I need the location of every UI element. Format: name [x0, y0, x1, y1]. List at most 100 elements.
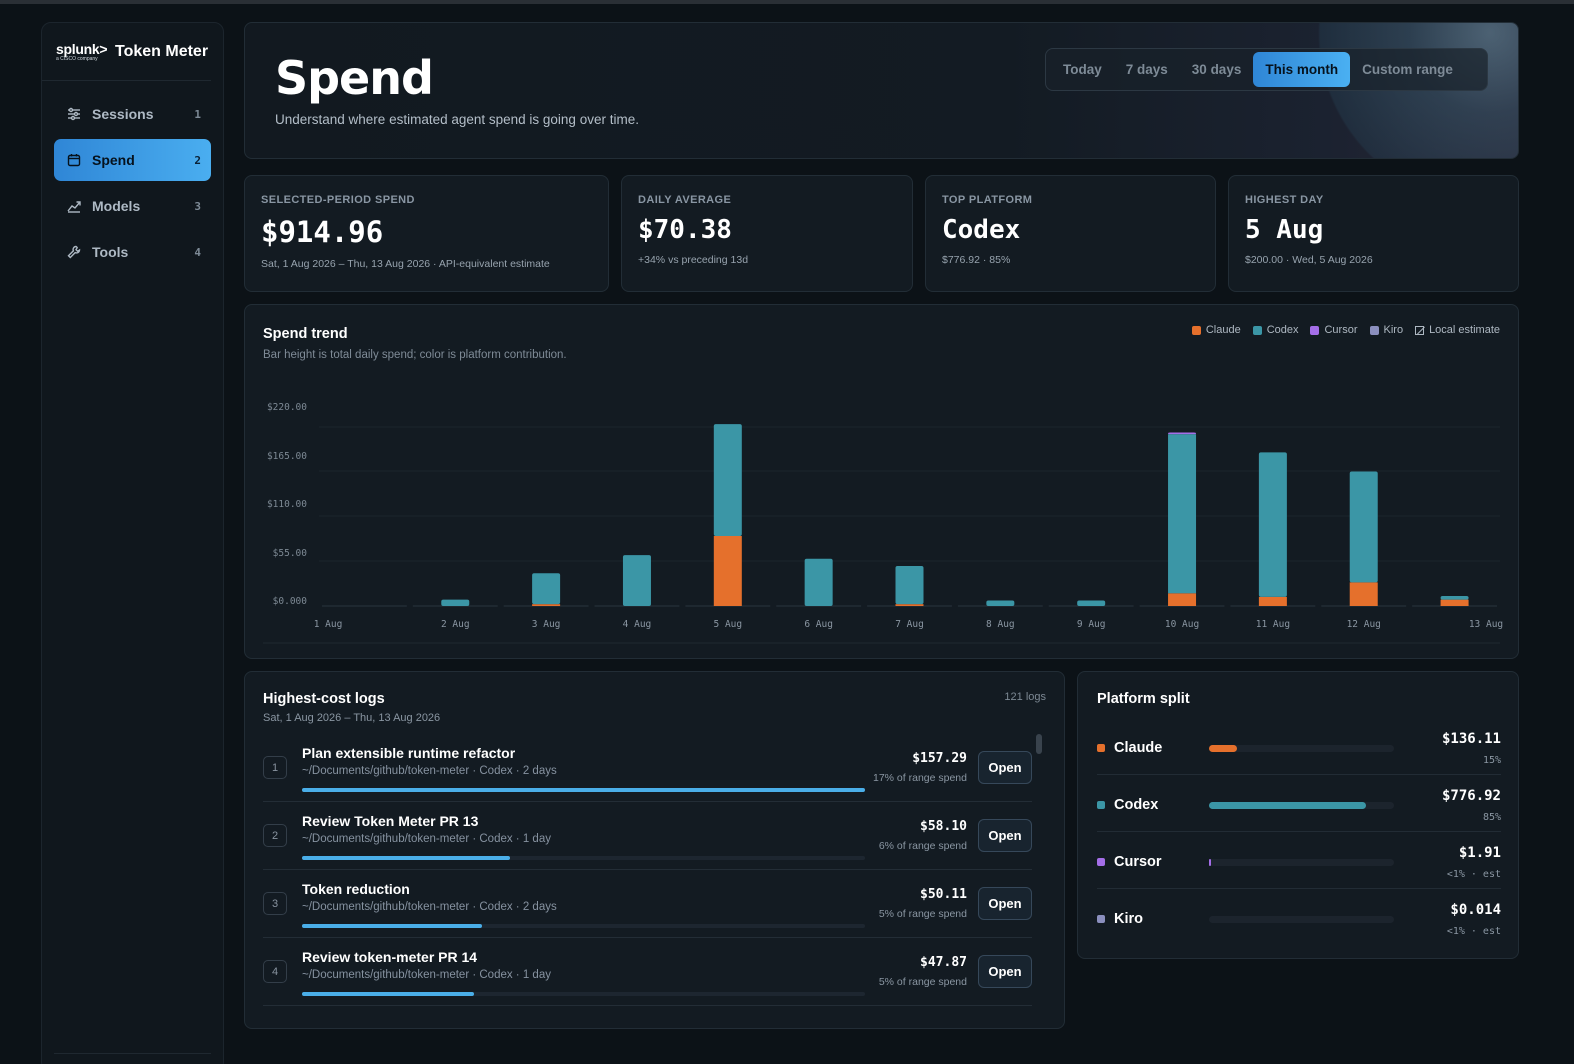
bar-segment-codex	[986, 600, 1015, 606]
bar-segment-claude	[895, 604, 924, 606]
bar-segment-claude	[532, 604, 561, 606]
open-log-button[interactable]: Open	[978, 955, 1032, 988]
x-tick-label: 10 Aug	[1165, 619, 1199, 630]
x-tick-label: 1 Aug	[314, 619, 343, 630]
log-share-bar	[302, 856, 865, 860]
platform-name: Claude	[1114, 740, 1163, 756]
scrollbar-thumb[interactable]	[1036, 734, 1042, 754]
sidebar-item-label: Sessions	[92, 106, 154, 122]
log-share-fill	[302, 856, 511, 860]
platform-share-text: <1% · est	[1446, 926, 1501, 937]
range-this-month-button[interactable]: This month	[1253, 52, 1351, 87]
open-log-button[interactable]: Open	[978, 887, 1032, 920]
open-log-button[interactable]: Open	[978, 751, 1032, 784]
sidebar-item-sessions[interactable]: Sessions 1	[54, 93, 211, 135]
platform-share-bar	[1209, 745, 1394, 752]
log-rank: 1	[263, 756, 287, 779]
sidebar-nav: Sessions 1 Spend 2 Models 3 Tools 4	[42, 81, 223, 289]
range-custom-button[interactable]: Custom range	[1362, 62, 1453, 77]
log-meta: ~/Documents/github/token-meter · Codex ·…	[302, 765, 557, 777]
sidebar-item-spend[interactable]: Spend 2	[54, 139, 211, 181]
range-today-button[interactable]: Today	[1063, 62, 1102, 77]
platform-split-card: Platform split Claude $136.11 15% Codex …	[1077, 671, 1519, 959]
wrench-icon	[66, 244, 82, 260]
kpi-label: TOP PLATFORM	[942, 194, 1033, 206]
sidebar-item-count: 1	[194, 107, 201, 121]
log-range-pct: 6% of range spend	[878, 840, 967, 852]
x-tick-label: 13 Aug	[1469, 619, 1503, 630]
platform-share-text: 85%	[1482, 812, 1501, 823]
log-range-pct: 17% of range spend	[873, 772, 967, 784]
platform-row-kiro: Kiro $0.014 <1% · est	[1097, 889, 1501, 946]
bar-segment-codex	[532, 573, 561, 605]
page-subtitle: Understand where estimated agent spend i…	[275, 112, 639, 127]
kpi-sub: $776.92 · 85%	[942, 254, 1011, 266]
log-share-bar	[302, 788, 865, 792]
log-row: 2 Review Token Meter PR 13 ~/Documents/g…	[263, 802, 1032, 870]
platform-value: $776.92	[1441, 788, 1501, 804]
log-title: Review token-meter PR 14	[302, 949, 478, 965]
x-tick-label: 9 Aug	[1077, 619, 1106, 630]
range-30-days-button[interactable]: 30 days	[1191, 62, 1242, 77]
x-tick-label: 3 Aug	[532, 619, 561, 630]
log-row: 1 Plan extensible runtime refactor ~/Doc…	[263, 734, 1032, 802]
kpi-label: HIGHEST DAY	[1245, 194, 1324, 206]
log-row: 3 Token reduction ~/Documents/github/tok…	[263, 870, 1032, 938]
chart-subtitle: Bar height is total daily spend; color i…	[263, 349, 567, 361]
x-tick-label: 4 Aug	[623, 619, 652, 630]
bar-segment-codex	[441, 599, 470, 606]
sidebar-footer-divider	[54, 1053, 211, 1054]
open-log-button[interactable]: Open	[978, 819, 1032, 852]
kpi-sub: +34% vs preceding 13d	[638, 254, 749, 266]
sidebar-item-tools[interactable]: Tools 4	[54, 231, 211, 273]
spend-trend-chart: $220.00 $165.00 $110.00 $55.00 $0.000 1 Aug 2 …	[263, 402, 1503, 644]
logs-title: Highest-cost logs	[263, 691, 385, 707]
log-meta: ~/Documents/github/token-meter · Codex ·…	[302, 833, 551, 845]
y-tick-label: $55.00	[273, 548, 308, 559]
legend-swatch	[1252, 325, 1262, 335]
x-tick-label: 6 Aug	[804, 619, 833, 630]
trend-icon	[66, 198, 82, 214]
kpi-daily-average: DAILY AVERAGE $70.38 +34% vs preceding 1…	[621, 175, 913, 292]
legend-swatch	[1310, 325, 1320, 335]
y-tick-label: $110.00	[267, 499, 307, 510]
kpi-label: DAILY AVERAGE	[638, 194, 732, 206]
kpi-value: Codex	[942, 215, 1021, 245]
platform-share-fill	[1209, 745, 1237, 752]
bar-segment-codex	[1168, 434, 1197, 594]
x-tick-label: 12 Aug	[1347, 619, 1381, 630]
log-meta: ~/Documents/github/token-meter · Codex ·…	[302, 969, 551, 981]
x-tick-label: 2 Aug	[441, 619, 470, 630]
y-tick-label: $165.00	[267, 451, 307, 462]
platform-row-claude: Claude $136.11 15%	[1097, 718, 1501, 775]
platform-value: $0.014	[1450, 902, 1501, 918]
sidebar-item-count: 3	[194, 199, 201, 213]
bar-segment-codex	[622, 555, 651, 606]
platform-row-cursor: Cursor $1.91 <1% · est	[1097, 832, 1501, 889]
chart-legend: Claude Codex Cursor Kiro Local estimate	[1191, 324, 1500, 336]
x-tick-label: 8 Aug	[986, 619, 1015, 630]
bar-segment-cursor	[1168, 432, 1197, 435]
log-rank: 2	[263, 824, 287, 847]
date-range-selector: Today 7 days 30 days This month Custom r…	[1045, 48, 1488, 91]
bar-segment-claude	[1258, 596, 1287, 606]
kpi-sub: Sat, 1 Aug 2026 – Thu, 13 Aug 2026 · API…	[261, 258, 550, 270]
log-range-pct: 5% of range spend	[878, 976, 967, 988]
platform-swatch	[1097, 801, 1105, 809]
sidebar-item-label: Spend	[92, 152, 135, 168]
log-cost: $50.11	[920, 887, 967, 902]
log-range-pct: 5% of range spend	[878, 908, 967, 920]
sidebar: splunk> a CISCO company Token Meter Sess…	[41, 22, 224, 1064]
sidebar-item-models[interactable]: Models 3	[54, 185, 211, 227]
kpi-value: $70.38	[638, 215, 732, 245]
chart-title: Spend trend	[263, 326, 348, 342]
spend-trend-card: Spend trend Bar height is total daily sp…	[244, 304, 1519, 659]
platform-swatch	[1097, 744, 1105, 752]
range-7-days-button[interactable]: 7 days	[1125, 62, 1168, 77]
legend-kiro: Kiro	[1369, 324, 1403, 336]
platform-share-text: 15%	[1482, 755, 1501, 766]
bar-segment-claude	[1349, 582, 1378, 606]
platform-value: $136.11	[1441, 731, 1501, 747]
log-share-fill	[302, 992, 474, 996]
log-meta: ~/Documents/github/token-meter · Codex ·…	[302, 901, 557, 913]
